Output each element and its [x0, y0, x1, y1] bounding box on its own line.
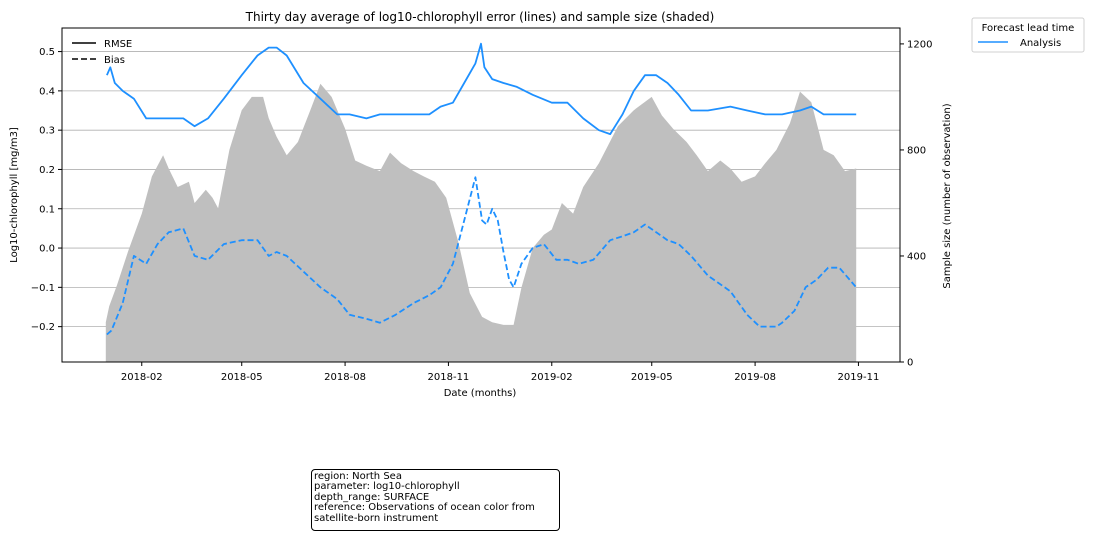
x-tick-label: 2019-02 — [531, 372, 573, 383]
analysis-legend-label: Analysis — [1020, 38, 1061, 49]
y-tick-label: −0.1 — [31, 283, 55, 294]
chart-title: Thirty day average of log10-chlorophyll … — [245, 10, 715, 24]
rmse-legend-label: RMSE — [104, 39, 132, 50]
plot-frame — [61, 27, 901, 363]
sample-size-fill — [105, 83, 857, 362]
x-tick-label: 2019-05 — [631, 372, 673, 383]
region-line: region: North Sea — [314, 471, 402, 482]
x-tick-label: 2019-08 — [734, 372, 776, 383]
y-tick-label: 0.1 — [39, 204, 55, 215]
reference-line-cont: satellite-born instrument — [314, 512, 439, 524]
style-legend: RMSE Bias — [72, 39, 132, 66]
y-tick-label: 0.4 — [39, 86, 55, 97]
y-tick-label: −0.2 — [31, 322, 55, 333]
x-tick-label: 2018-02 — [121, 372, 163, 383]
parameter-line: parameter: log10-chlorophyll — [314, 481, 460, 493]
y2-tick-label: 1200 — [907, 39, 932, 50]
y2-tick-label: 800 — [907, 145, 926, 156]
lead-time-legend: Forecast lead time Analysis — [971, 17, 1085, 53]
y-tick-label: 0.5 — [39, 47, 55, 58]
y-axis-ticks: −0.2 −0.1 0.0 0.1 0.2 0.3 0.4 0.5 — [31, 47, 62, 333]
metadata-box: region: North Sea parameter: log10-chlor… — [311, 469, 560, 531]
y-tick-label: 0.3 — [39, 126, 55, 137]
x-tick-label: 2019-11 — [838, 372, 880, 383]
rmse-line — [106, 42, 857, 136]
reference-line: reference: Observations of ocean color f… — [314, 502, 535, 514]
depth-range-line: depth_range: SURFACE — [314, 491, 430, 503]
bias-line — [106, 176, 857, 336]
x-axis-label: Date (months) — [444, 388, 517, 399]
x-axis-ticks: 2018-02 2018-05 2018-08 2018-11 2019-02 2019-… — [121, 362, 879, 383]
lead-legend-frame — [971, 17, 1085, 53]
lead-legend-title: Forecast lead time — [982, 23, 1075, 34]
y-axis-label: Log10-chlorophyll [mg/m3] — [9, 127, 20, 263]
x-tick-label: 2018-11 — [428, 372, 470, 383]
y2-tick-label: 400 — [907, 251, 926, 262]
sample-size-area — [105, 83, 857, 362]
x-tick-label: 2018-08 — [324, 372, 366, 383]
bias-legend-label: Bias — [104, 55, 125, 66]
y2-axis-label: Sample size (number of observation) — [942, 103, 953, 288]
y2-axis-ticks: 0 400 800 1200 — [900, 39, 932, 369]
y-tick-label: 0.0 — [39, 244, 55, 255]
x-tick-label: 2018-05 — [221, 372, 263, 383]
y-tick-label: 0.2 — [39, 165, 55, 176]
y2-tick-label: 0 — [907, 358, 913, 369]
error-lines — [106, 42, 857, 336]
